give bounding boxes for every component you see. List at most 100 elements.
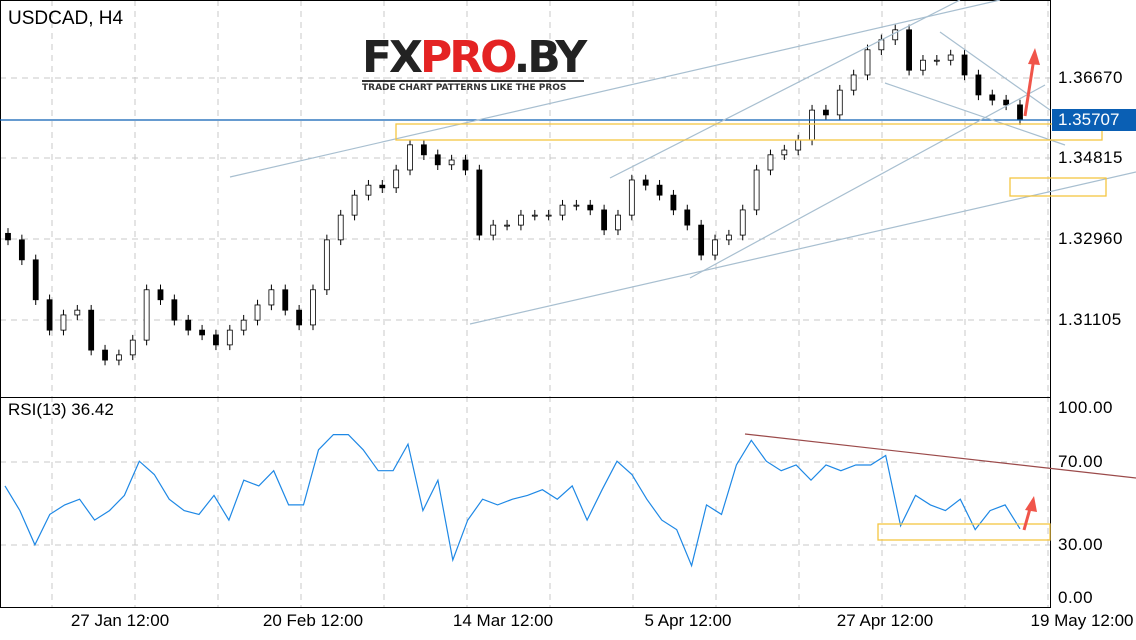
candle — [601, 204, 608, 236]
candle — [739, 204, 746, 241]
channel-lower-line — [469, 171, 1136, 325]
candle — [240, 314, 247, 336]
candle — [836, 84, 843, 121]
candle — [531, 209, 538, 221]
candle — [268, 284, 275, 311]
channel-upper-line — [229, 0, 1001, 178]
candle — [5, 228, 11, 246]
price-tick: 1.31105 — [1058, 310, 1122, 329]
time-tick: 19 May 12:00 — [1030, 611, 1134, 630]
candle — [310, 284, 316, 331]
rsi-up-arrow-icon — [1022, 496, 1037, 531]
rsi-support-zone — [877, 523, 1051, 541]
candle — [282, 284, 289, 316]
time-tick: 20 Feb 12:00 — [262, 611, 364, 630]
candle — [476, 164, 483, 241]
falling-channel-lower — [884, 82, 1066, 146]
candle — [961, 49, 968, 81]
rsi-pane-border — [0, 397, 1051, 608]
trendlines — [229, 0, 1136, 325]
candle — [185, 314, 192, 336]
rsi-tick: 30.00 — [1058, 535, 1104, 554]
candle — [518, 209, 524, 231]
candle — [906, 24, 912, 76]
candle — [559, 199, 566, 221]
price-tick: 1.32960 — [1058, 229, 1123, 248]
candle — [504, 219, 510, 231]
candle — [781, 144, 788, 161]
candle — [642, 174, 649, 191]
candle — [989, 89, 996, 106]
rsi-tick: 100.00 — [1058, 398, 1113, 417]
candle — [171, 294, 178, 326]
fxpro-logo: FXPRO.BY TRADE CHART PATTERNS LIKE THE P… — [362, 32, 587, 93]
candle — [46, 294, 53, 336]
candle — [129, 334, 136, 361]
candle — [809, 104, 815, 146]
candle — [74, 304, 81, 321]
candle — [337, 209, 344, 246]
candle — [462, 154, 469, 176]
time-tick: 14 Mar 12:00 — [452, 611, 554, 630]
candle — [157, 284, 164, 305]
candle — [1003, 94, 1010, 111]
candle — [1017, 99, 1023, 125]
candle — [434, 149, 441, 170]
candle — [351, 189, 358, 221]
candle — [116, 349, 122, 366]
time-tick: 27 Jan 12:00 — [70, 611, 170, 630]
rising-wedge-upper — [609, 0, 961, 179]
candle — [296, 304, 303, 331]
price-tick: 1.36670 — [1058, 68, 1123, 87]
target-zone — [1009, 177, 1107, 197]
candle — [933, 55, 940, 66]
candle — [199, 324, 205, 341]
candle — [379, 179, 386, 193]
rsi-line — [4, 434, 1021, 568]
candle — [545, 209, 552, 221]
candle — [656, 179, 663, 201]
symbol-title: USDCAD, H4 — [8, 8, 124, 29]
candle — [864, 44, 871, 81]
candle — [88, 304, 95, 356]
candle — [615, 209, 621, 236]
candle — [102, 344, 108, 366]
candle — [670, 189, 677, 216]
candle — [878, 34, 885, 55]
candle — [573, 199, 580, 211]
falling-channel-upper — [939, 31, 1051, 111]
candle — [892, 24, 899, 46]
candle — [920, 55, 926, 76]
rsi-trendline — [744, 433, 1136, 479]
grid — [0, 0, 1050, 607]
price-tick: 1.34815 — [1058, 148, 1123, 167]
rising-wedge-lower — [689, 84, 1046, 279]
rsi-tick: 70.00 — [1058, 452, 1104, 471]
rsi-tick: 0.00 — [1058, 588, 1094, 607]
candle — [18, 234, 25, 266]
candle — [684, 204, 691, 231]
candle — [254, 299, 261, 326]
resistance-zone — [395, 123, 1103, 141]
candle — [725, 229, 732, 246]
candle — [143, 284, 150, 346]
candle — [587, 199, 594, 216]
current-price-label: 1.35707 — [1052, 109, 1136, 131]
up-arrow-icon — [1023, 48, 1040, 117]
time-tick: 5 Apr 12:00 — [644, 611, 732, 630]
candle — [420, 139, 427, 161]
candle — [850, 69, 857, 96]
candle — [947, 49, 954, 66]
candle — [490, 219, 497, 241]
time-tick: 27 Apr 12:00 — [836, 611, 934, 630]
candle — [795, 134, 802, 156]
candle — [60, 309, 67, 336]
rsi-title: RSI(13) 36.42 — [8, 400, 114, 419]
candle — [32, 254, 39, 305]
candle — [213, 329, 219, 351]
candle — [823, 104, 829, 121]
candle — [393, 164, 400, 193]
candle — [365, 179, 372, 201]
